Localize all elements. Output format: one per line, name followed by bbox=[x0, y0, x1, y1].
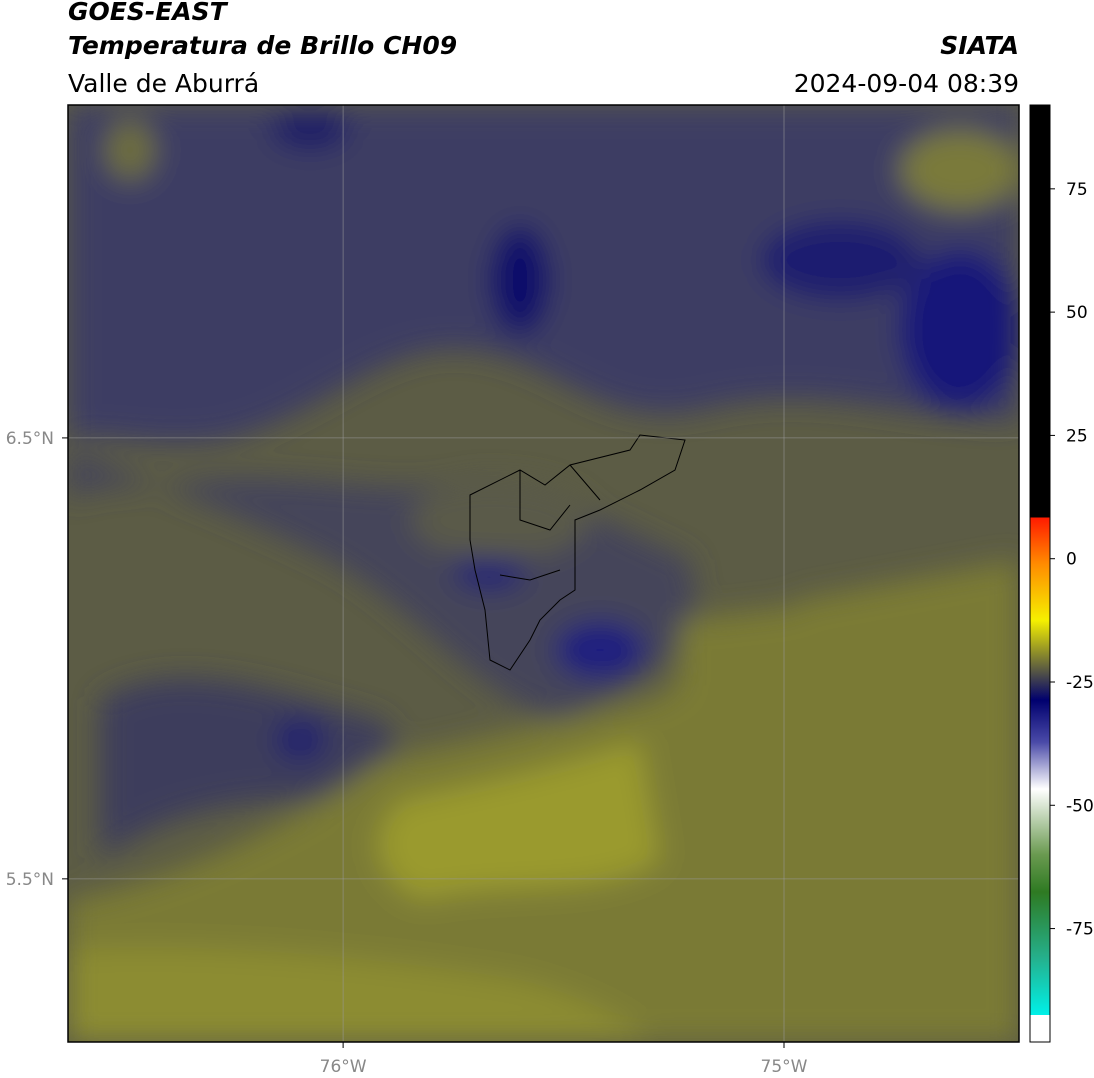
subtitle: Temperatura de Brillo CH09 bbox=[68, 31, 457, 60]
region: Valle de Aburrá bbox=[68, 69, 259, 98]
colorbar-tick-label: 75 bbox=[1066, 180, 1088, 200]
colorbar-tick-label: 0 bbox=[1066, 550, 1077, 570]
colorbar-tick-label: 50 bbox=[1066, 303, 1088, 323]
colorbar-tick-label: -75 bbox=[1066, 920, 1094, 940]
datetime: 2024-09-04 08:39 bbox=[794, 69, 1019, 98]
colorbar bbox=[1029, 104, 1051, 1043]
title: GOES-EAST bbox=[68, 0, 229, 26]
map-frame bbox=[67, 104, 1020, 1043]
colorbar-tick-label: 25 bbox=[1066, 426, 1088, 446]
x-tick-label: 76°W bbox=[320, 1057, 367, 1077]
colorbar-tick-label: -25 bbox=[1066, 673, 1094, 693]
source: SIATA bbox=[940, 31, 1019, 60]
y-tick-label: 6.5°N bbox=[6, 429, 54, 449]
x-tick-label: 75°W bbox=[761, 1057, 808, 1077]
colorbar-tick-label: -50 bbox=[1066, 796, 1094, 816]
y-tick-label: 5.5°N bbox=[6, 870, 54, 890]
map-image bbox=[68, 105, 1019, 1042]
